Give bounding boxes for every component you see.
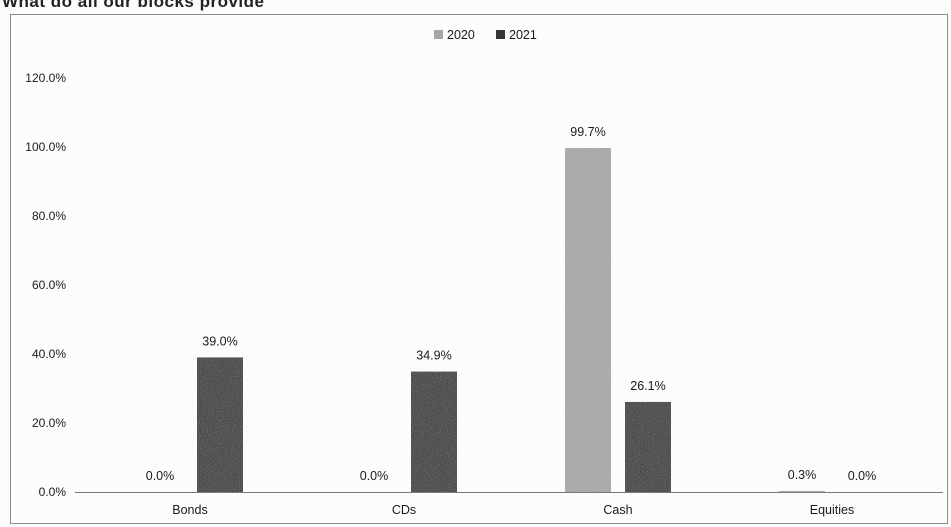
legend: 2020 2021 <box>434 28 537 42</box>
x-tick-label: CDs <box>392 503 416 517</box>
data-label-2020-cash: 99.7% <box>570 125 605 139</box>
x-tick-label: Cash <box>603 503 632 517</box>
data-label-2020-bonds: 0.0% <box>146 469 175 483</box>
data-label-2021-bonds: 39.0% <box>202 334 237 348</box>
legend-label-2021: 2021 <box>509 28 537 42</box>
y-tick-label: 20.0% <box>32 416 66 430</box>
header-text: What do all our blocks provide <box>2 0 265 11</box>
y-tick-label: 60.0% <box>32 278 66 292</box>
x-tick-label: Bonds <box>172 503 207 517</box>
bars-layer <box>197 148 825 492</box>
data-label-2020-cds: 0.0% <box>360 469 389 483</box>
data-label-2021-cds: 34.9% <box>416 349 451 363</box>
bar-2020-cash <box>565 148 611 492</box>
y-tick-label: 100.0% <box>25 140 66 154</box>
bar-chart: 0.0% 20.0% 40.0% 60.0% 80.0% 100.0% 120.0% Bond… <box>25 28 943 517</box>
axis-layer: 0.0% 20.0% 40.0% 60.0% 80.0% 100.0% 120.0% Bond… <box>25 71 943 517</box>
chart-frame: 0.0% 20.0% 40.0% 60.0% 80.0% 100.0% 120.0% Bond… <box>10 14 948 524</box>
y-tick-label: 120.0% <box>25 71 66 85</box>
data-label-2021-equities: 0.0% <box>848 469 877 483</box>
labels-layer: 0.0% 39.0% 0.0% 34.9% 99.7% 26.1% 0.3% 0.0% <box>146 125 877 483</box>
bar-2021-bonds <box>197 357 243 492</box>
y-tick-label: 80.0% <box>32 209 66 223</box>
x-tick-label: Equities <box>810 503 854 517</box>
bar-2021-cash <box>625 401 671 492</box>
legend-swatch-2021 <box>496 30 505 39</box>
y-tick-label: 0.0% <box>39 485 67 499</box>
bar-2020-equities <box>779 490 825 492</box>
legend-swatch-2020 <box>434 30 443 39</box>
header-strip: What do all our blocks provide <box>0 0 951 14</box>
bar-2021-cds <box>411 371 457 492</box>
data-label-2020-equities: 0.3% <box>788 468 817 482</box>
y-tick-label: 40.0% <box>32 347 66 361</box>
legend-label-2020: 2020 <box>447 28 475 42</box>
data-label-2021-cash: 26.1% <box>630 379 665 393</box>
